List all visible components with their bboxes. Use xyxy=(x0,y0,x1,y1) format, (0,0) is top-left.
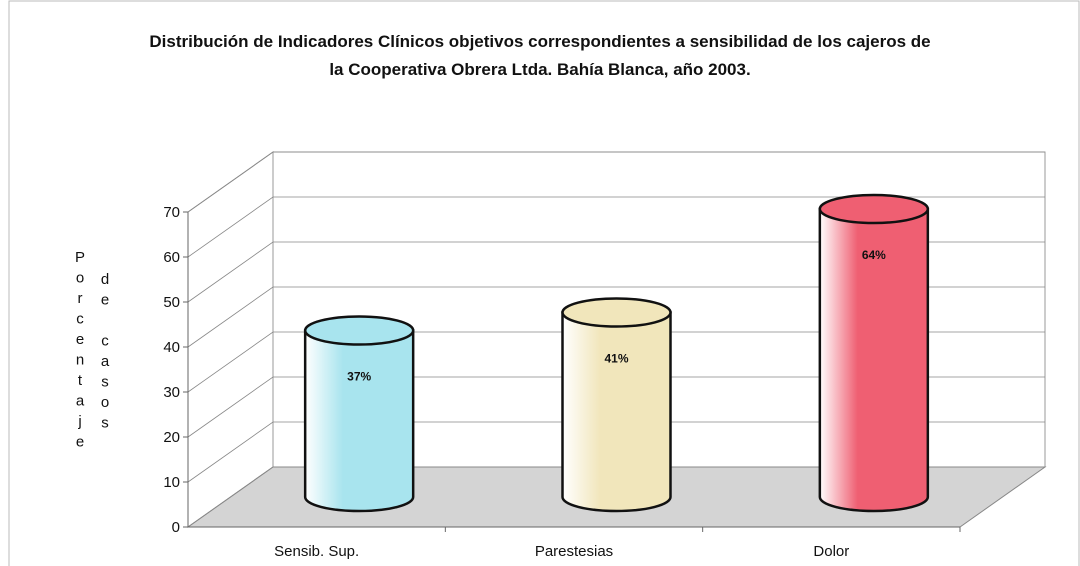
bar-body xyxy=(303,329,415,513)
bar-top xyxy=(818,193,930,225)
grid-line xyxy=(187,196,1045,258)
grid-line xyxy=(187,421,1045,483)
grid-line xyxy=(187,241,1045,303)
y-tick-label: 30 xyxy=(163,384,180,401)
chart-title: Distribución de Indicadores Clínicos obj… xyxy=(149,32,931,79)
y-tick-label: 10 xyxy=(163,474,180,491)
x-tick-label: Sensib. Sup. xyxy=(274,543,359,560)
x-tick-label: Parestesias xyxy=(535,543,613,560)
y-tick-label: 40 xyxy=(163,339,180,356)
value-label: 41% xyxy=(604,352,628,366)
grid-line xyxy=(187,466,1045,528)
value-label: 64% xyxy=(862,248,886,262)
y-tick-label: 0 xyxy=(172,519,180,536)
grid-line xyxy=(187,376,1045,438)
y-tick-label: 70 xyxy=(163,204,180,221)
bar-body xyxy=(818,207,930,513)
y-tick-label: 20 xyxy=(163,429,180,446)
bar-top xyxy=(303,315,415,346)
grid-line xyxy=(187,286,1045,348)
bar xyxy=(303,315,415,513)
y-tick-label: 60 xyxy=(163,249,180,266)
value-label: 37% xyxy=(347,370,371,384)
bar-top xyxy=(561,297,672,328)
grid-line xyxy=(187,151,1045,213)
side-wall xyxy=(187,151,274,528)
x-tick-label: Dolor xyxy=(813,543,849,560)
grid-line xyxy=(187,331,1045,393)
frame xyxy=(8,0,1080,566)
bar-body xyxy=(561,311,672,513)
bar xyxy=(818,193,930,513)
bar xyxy=(561,297,672,513)
y-tick-label: 50 xyxy=(163,294,180,311)
